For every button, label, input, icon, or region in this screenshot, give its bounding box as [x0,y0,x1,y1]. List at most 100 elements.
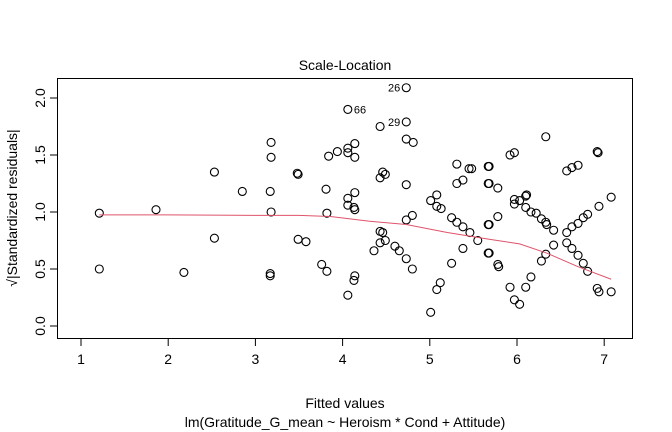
data-point [447,258,457,268]
chart-title: Scale-Location [299,57,392,73]
data-point [494,262,504,272]
data-point [375,238,385,248]
data-point [394,246,404,256]
data-point [526,207,536,217]
data-point [606,192,616,202]
data-point [378,167,388,177]
y-axis: 0.0 0.5 1.0 1.5 2.0 [32,88,58,336]
x-tick-label: 3 [252,351,260,367]
data-point [509,194,519,205]
data-point [322,266,332,276]
point-labels: 26 66 29 [354,83,400,129]
data-point [505,150,515,160]
data-point [484,178,494,189]
data-point [94,208,104,218]
data-point [452,159,462,169]
data-point [594,287,604,297]
data-point [484,161,494,171]
data-point [567,243,577,254]
outlier-label: 29 [388,117,400,129]
data-point [573,250,583,260]
data-point [426,307,436,317]
data-point [583,266,593,276]
data-point [380,169,390,179]
data-point [151,205,161,215]
y-tick-label: 2.0 [32,88,48,108]
data-point [324,151,334,161]
data-point [375,121,385,132]
data-point [447,213,457,223]
data-point [401,117,411,127]
data-point [567,222,577,232]
data-point [522,190,532,200]
chart-subtitle: lm(Gratitude_G_mean ~ Heroism * Cond + A… [185,414,506,430]
data-point [380,235,390,246]
data-point [452,217,462,227]
data-point [436,204,446,214]
data-point [350,152,360,162]
data-point [378,227,388,238]
data-point [321,184,331,194]
data-point [301,237,311,247]
data-point [401,83,411,93]
data-point [343,200,353,210]
y-tick-label: 1.5 [32,145,48,165]
y-tick-label: 0.5 [32,259,48,279]
data-point [317,259,327,269]
data-point [408,137,418,148]
data-point [407,264,417,274]
x-tick-label: 1 [77,351,85,367]
data-point [578,258,588,268]
y-axis-label: √|Standardized residuals| [4,129,20,286]
data-point [332,147,342,157]
data-point [209,167,219,177]
data-point [549,240,559,250]
data-point [473,235,483,246]
data-point [237,186,247,197]
data-point [343,143,353,153]
data-point [606,287,616,297]
x-axis-label: Fitted values [305,395,384,411]
x-tick-label: 4 [339,351,347,367]
x-tick-label: 6 [513,351,521,367]
data-point [349,275,359,285]
data-point [526,272,536,282]
data-point [573,218,583,228]
data-point [266,207,276,217]
data-point [350,139,360,149]
data-point [541,132,551,142]
data-point [593,148,603,158]
data-point [343,193,353,203]
data-point [493,183,503,193]
data-point [349,202,359,212]
data-point [369,246,379,256]
data-point [464,164,474,174]
data-point [458,222,468,232]
data-point [509,148,519,158]
data-point [265,269,275,279]
data-point [292,168,302,178]
x-tick-label: 2 [164,351,172,367]
data-point [515,196,525,206]
data-point [484,219,494,230]
x-tick-label: 7 [600,351,608,367]
data-point [209,233,219,243]
data-point [458,243,468,254]
data-point [521,202,531,212]
data-point [265,271,275,281]
data-point [452,178,462,189]
data-point [343,104,353,114]
y-tick-label: 1.0 [32,202,48,222]
x-tick-label: 5 [426,351,434,367]
data-point [401,254,411,264]
data-point [179,267,189,277]
data-point [343,148,353,158]
data-point [583,209,593,219]
data-point [426,196,436,206]
data-point [350,271,360,281]
data-point [536,256,546,266]
data-point [401,215,411,225]
data-point [594,201,604,211]
data-point [562,238,572,248]
data-point [573,160,583,170]
